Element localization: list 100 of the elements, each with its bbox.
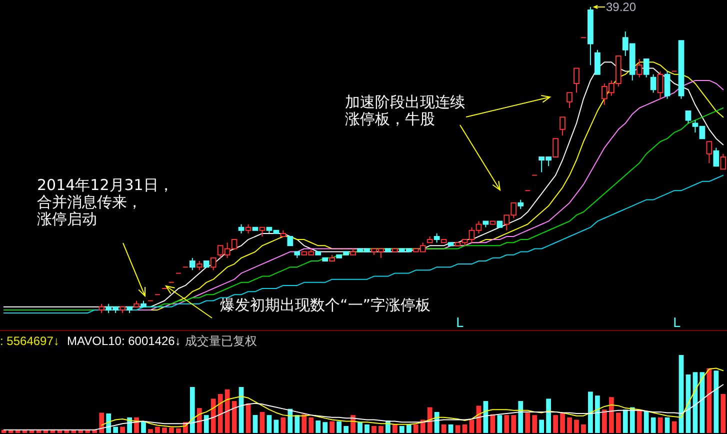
- bar: [622, 410, 628, 433]
- candlestick: [560, 116, 566, 136]
- bar: [99, 412, 104, 433]
- annotation: 39.20: [606, 0, 636, 15]
- bar: [280, 417, 286, 433]
- bar: [630, 407, 635, 433]
- bar: [344, 426, 348, 433]
- bar: [392, 424, 398, 433]
- candlestick: [434, 232, 440, 244]
- candlestick: [650, 74, 656, 94]
- bar: [441, 424, 446, 433]
- bar: [664, 417, 670, 433]
- bar: [413, 424, 418, 433]
- bar: [588, 392, 593, 433]
- bar: [372, 426, 376, 433]
- candlestick: [713, 147, 720, 167]
- bar: [288, 408, 293, 433]
- bar: [567, 417, 572, 433]
- annotation: 加速阶段出现连续: [345, 93, 465, 111]
- bar: [190, 386, 195, 433]
- bar: [399, 426, 404, 433]
- bar: [574, 420, 579, 433]
- bar: [141, 421, 146, 433]
- bar: [462, 424, 468, 433]
- bar: [497, 415, 502, 433]
- bar: [504, 415, 510, 433]
- candlestick: [287, 236, 294, 246]
- bar: [714, 370, 719, 433]
- bar: [274, 420, 279, 433]
- bar: [322, 422, 328, 433]
- bar: [581, 424, 586, 433]
- bar: [155, 426, 160, 433]
- candlestick: [566, 92, 572, 108]
- bar: [120, 426, 126, 433]
- bar: [302, 414, 307, 433]
- bar: [378, 426, 384, 433]
- bar: [602, 410, 607, 433]
- bar: [113, 426, 118, 433]
- annotation: 合并消息传来，: [37, 193, 142, 211]
- candlestick: [643, 58, 650, 78]
- candlestick: [552, 138, 558, 158]
- annotation: 涨停板，牛股: [345, 110, 435, 128]
- bar: [644, 411, 649, 433]
- bar: [455, 425, 460, 433]
- candlestick: [98, 303, 105, 314]
- bar: [636, 410, 642, 433]
- bar: [336, 421, 342, 433]
- bar: [560, 412, 565, 433]
- candlestick: [259, 226, 266, 237]
- candlestick: [574, 68, 580, 94]
- bar: [330, 421, 335, 433]
- bar: [553, 415, 558, 433]
- bar: [169, 428, 174, 433]
- bar: [616, 412, 621, 433]
- bar: [210, 398, 216, 433]
- candlestick: [518, 199, 524, 210]
- bar: [706, 368, 712, 433]
- text: 成交量已复权: [185, 334, 257, 349]
- candlestick: [636, 58, 642, 78]
- candlestick: [685, 110, 692, 124]
- bar: [546, 398, 552, 433]
- text: L: [456, 316, 464, 332]
- text: MAVOL10: 6001426↓: [67, 334, 181, 349]
- bar: [358, 422, 362, 433]
- bar: [532, 415, 538, 433]
- bar: [608, 397, 614, 433]
- bar: [658, 417, 663, 433]
- bar: [448, 424, 454, 433]
- candlestick: [594, 49, 600, 75]
- bar: [196, 408, 202, 433]
- candlestick: [664, 70, 670, 100]
- bar: [720, 394, 726, 433]
- bar: [266, 415, 272, 433]
- bar: [525, 412, 530, 433]
- bar: [294, 415, 300, 433]
- candlestick: [706, 141, 712, 164]
- bar: [518, 401, 524, 433]
- bar: [176, 428, 181, 433]
- bar: [252, 415, 258, 433]
- bar: [511, 415, 516, 433]
- text: L: [673, 316, 680, 332]
- bar: [672, 421, 677, 433]
- bar: [218, 394, 223, 433]
- candlestick: [238, 224, 244, 234]
- bar: [434, 412, 440, 433]
- bar: [469, 420, 474, 433]
- candlestick: [657, 70, 664, 100]
- bar: [539, 420, 544, 433]
- bar: [204, 415, 209, 433]
- bar: [650, 417, 656, 433]
- bar: [224, 389, 230, 433]
- text: : 5564697↓: [0, 334, 60, 349]
- bar: [148, 429, 153, 433]
- candlestick: [189, 257, 196, 271]
- candlestick: [196, 260, 202, 271]
- bar: [427, 407, 432, 433]
- bar: [260, 412, 265, 433]
- annotation: 爆发初期出现数个“一”字涨停板: [220, 296, 431, 314]
- bar: [316, 420, 321, 433]
- candlestick: [245, 224, 252, 234]
